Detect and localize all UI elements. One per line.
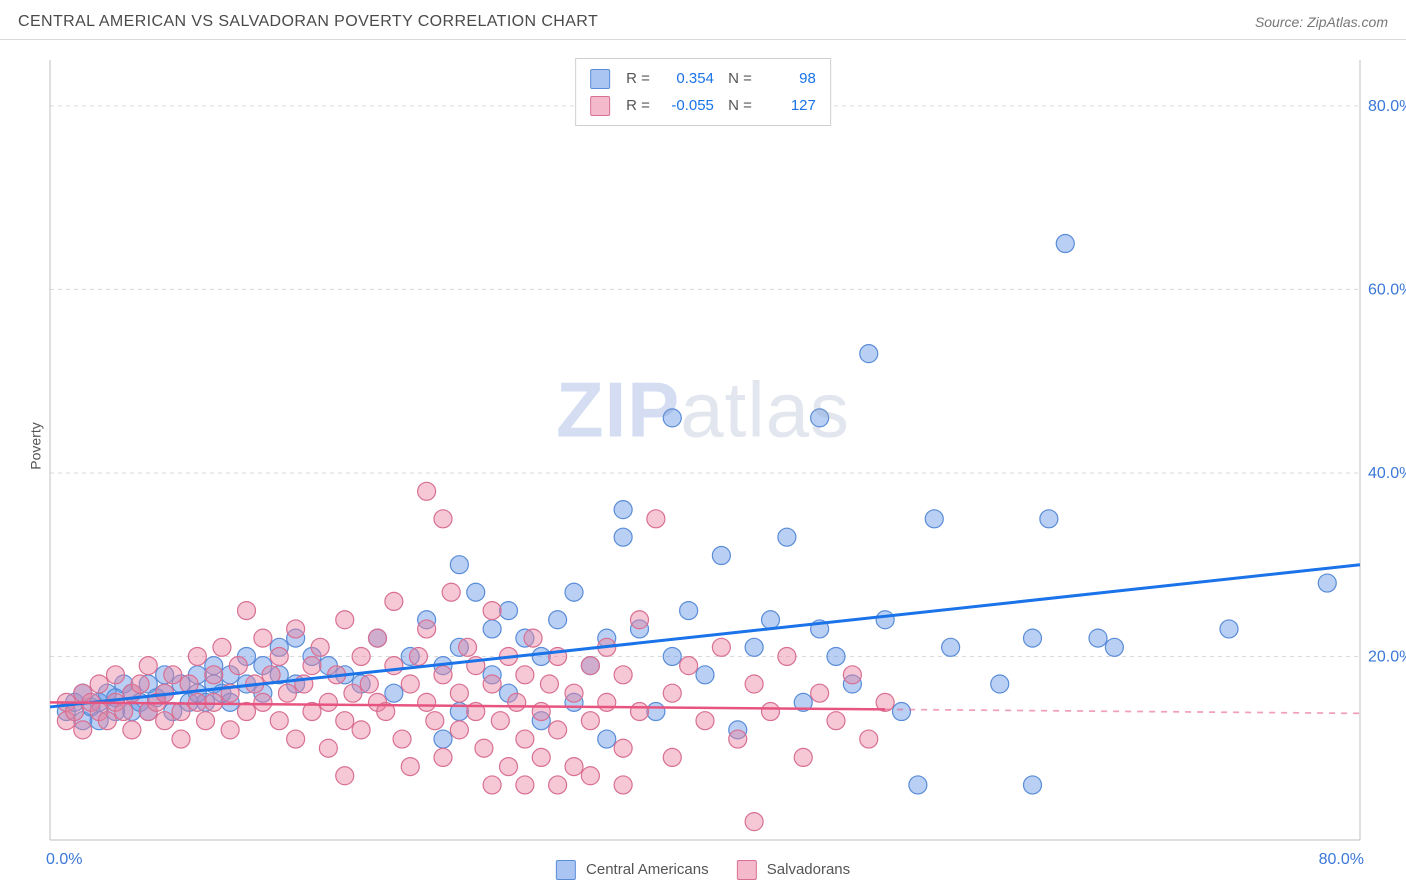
stats-row-0: R = 0.354 N = 98 bbox=[590, 65, 816, 92]
svg-text:60.0%: 60.0% bbox=[1368, 281, 1406, 298]
svg-text:40.0%: 40.0% bbox=[1368, 465, 1406, 482]
legend-item-1[interactable]: Salvadorans bbox=[737, 860, 851, 880]
legend: Central Americans Salvadorans bbox=[556, 860, 850, 880]
legend-label-0: Central Americans bbox=[586, 861, 709, 878]
correlation-stats-box: R = 0.354 N = 98 R = -0.055 N = 127 bbox=[575, 58, 831, 126]
stats-n-1: 127 bbox=[762, 92, 816, 119]
svg-text:80.0%: 80.0% bbox=[1319, 851, 1364, 868]
svg-text:20.0%: 20.0% bbox=[1368, 648, 1406, 665]
svg-text:0.0%: 0.0% bbox=[46, 851, 82, 868]
stats-swatch-1 bbox=[590, 96, 610, 116]
svg-text:80.0%: 80.0% bbox=[1368, 98, 1406, 115]
stats-r-0: 0.354 bbox=[660, 65, 714, 92]
legend-swatch-1 bbox=[737, 860, 757, 880]
legend-swatch-0 bbox=[556, 860, 576, 880]
legend-label-1: Salvadorans bbox=[767, 861, 850, 878]
chart-title: CENTRAL AMERICAN VS SALVADORAN POVERTY C… bbox=[18, 13, 598, 31]
stats-swatch-0 bbox=[590, 69, 610, 89]
stats-row-1: R = -0.055 N = 127 bbox=[590, 92, 816, 119]
chart-source: Source: ZipAtlas.com bbox=[1255, 14, 1388, 30]
stats-n-0: 98 bbox=[762, 65, 816, 92]
legend-item-0[interactable]: Central Americans bbox=[556, 860, 709, 880]
scatter-chart: 20.0% 40.0% 60.0% 80.0% 0.0% 80.0% bbox=[0, 40, 1406, 892]
stats-r-1: -0.055 bbox=[660, 92, 714, 119]
chart-header: CENTRAL AMERICAN VS SALVADORAN POVERTY C… bbox=[0, 0, 1406, 40]
chart-area: 20.0% 40.0% 60.0% 80.0% 0.0% 80.0% bbox=[0, 40, 1406, 892]
